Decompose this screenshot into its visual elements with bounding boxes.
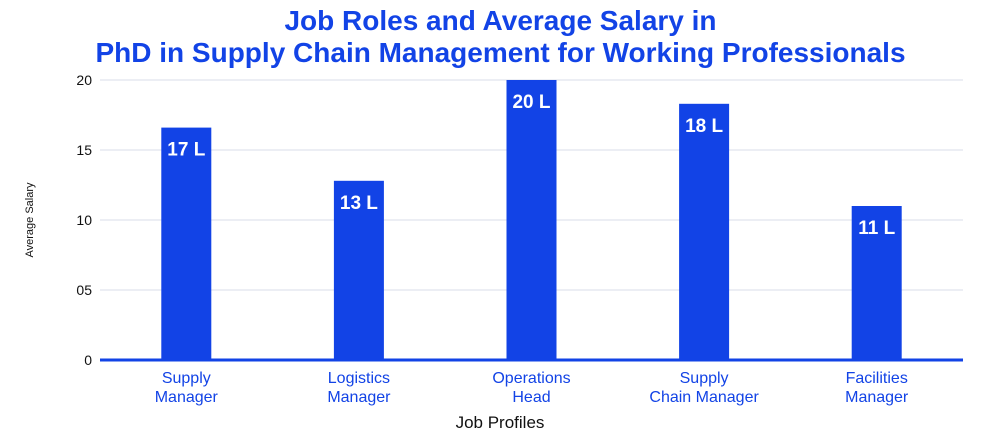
bar xyxy=(506,80,557,360)
bar-data-label: 17 L xyxy=(167,140,205,161)
x-tick-label: Facilities xyxy=(846,370,908,387)
chart-title-line-2: PhD in Supply Chain Management for Worki… xyxy=(95,37,906,68)
x-tick-label: Manager xyxy=(845,389,909,406)
y-tick-label: 05 xyxy=(76,282,92,298)
x-tick-label: Logistics xyxy=(328,370,390,387)
y-tick-label: 0 xyxy=(84,352,92,368)
y-axis-title: Average Salary xyxy=(24,182,36,258)
chart-title-line-1: Job Roles and Average Salary in xyxy=(284,5,717,36)
y-tick-label: 20 xyxy=(76,72,92,88)
x-tick-label: Chain Manager xyxy=(649,389,759,406)
bar xyxy=(333,180,384,360)
bar-data-label: 11 L xyxy=(858,218,895,239)
y-tick-label: 15 xyxy=(76,142,92,158)
bar xyxy=(851,206,902,360)
x-tick-label: Manager xyxy=(155,389,219,406)
y-tick-label: 10 xyxy=(76,212,92,228)
bar-data-label: 18 L xyxy=(685,116,723,137)
bar-data-label: 13 L xyxy=(340,193,378,214)
bar xyxy=(161,127,212,360)
bar-data-label: 20 L xyxy=(512,92,550,113)
x-tick-label: Manager xyxy=(327,389,391,406)
x-tick-label: Supply xyxy=(162,370,211,387)
x-tick-label: Head xyxy=(512,389,550,406)
x-tick-label: Operations xyxy=(492,370,570,387)
bar xyxy=(679,103,730,361)
x-axis-title: Job Profiles xyxy=(456,413,545,432)
x-tick-label: Supply xyxy=(680,370,729,387)
